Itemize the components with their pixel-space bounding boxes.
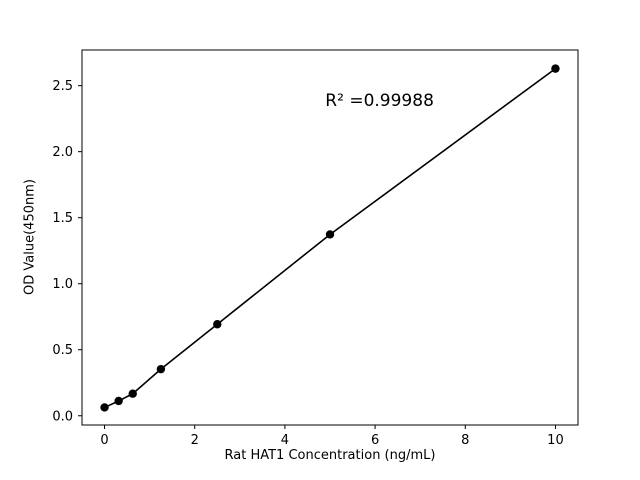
x-tick-label: 8: [461, 433, 469, 448]
x-tick-label: 10: [547, 433, 564, 448]
data-point: [114, 396, 123, 406]
plot-frame: [81, 49, 579, 426]
data-point: [325, 230, 335, 239]
data-point: [213, 320, 222, 329]
x-tick-label: 0: [100, 433, 108, 448]
y-tick-label: 1.0: [52, 277, 73, 292]
x-tick-label: 2: [191, 433, 199, 448]
y-tick-label: 0.5: [52, 343, 73, 358]
x-axis-label: Rat HAT1 Concentration (ng/mL): [224, 448, 436, 463]
x-tick-label: 4: [281, 433, 289, 448]
data-point: [156, 364, 166, 374]
data-point: [100, 403, 109, 412]
y-tick-label: 2.0: [52, 145, 73, 160]
y-tick-label: 1.5: [52, 211, 73, 226]
data-point: [551, 64, 560, 73]
y-tick-label: 0.0: [52, 409, 73, 424]
y-tick-label: 2.5: [52, 79, 73, 94]
y-axis-label: OD Value(450nm): [22, 179, 38, 295]
data-point: [128, 389, 137, 398]
r-squared-annotation: R² =0.99988: [325, 91, 434, 112]
x-tick-label: 6: [371, 433, 379, 448]
